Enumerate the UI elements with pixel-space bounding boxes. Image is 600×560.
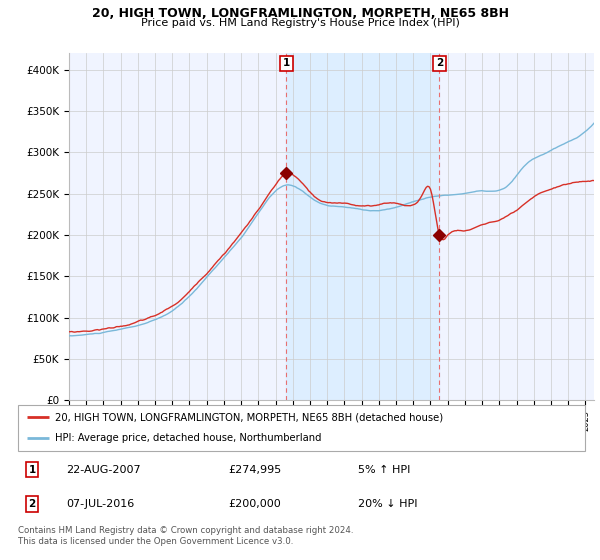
Text: 1: 1 — [29, 465, 36, 475]
Text: 5% ↑ HPI: 5% ↑ HPI — [358, 465, 410, 475]
Text: HPI: Average price, detached house, Northumberland: HPI: Average price, detached house, Nort… — [55, 433, 322, 444]
Text: £274,995: £274,995 — [228, 465, 281, 475]
Text: 1: 1 — [283, 58, 290, 68]
Text: 07-JUL-2016: 07-JUL-2016 — [66, 499, 134, 509]
FancyBboxPatch shape — [18, 405, 585, 451]
Text: 20, HIGH TOWN, LONGFRAMLINGTON, MORPETH, NE65 8BH: 20, HIGH TOWN, LONGFRAMLINGTON, MORPETH,… — [91, 7, 509, 20]
Text: Price paid vs. HM Land Registry's House Price Index (HPI): Price paid vs. HM Land Registry's House … — [140, 18, 460, 28]
Text: 2: 2 — [29, 499, 36, 509]
Text: Contains HM Land Registry data © Crown copyright and database right 2024.
This d: Contains HM Land Registry data © Crown c… — [18, 526, 353, 546]
Bar — [286, 53, 439, 400]
Text: 20% ↓ HPI: 20% ↓ HPI — [358, 499, 418, 509]
Text: 2: 2 — [436, 58, 443, 68]
Text: 22-AUG-2007: 22-AUG-2007 — [66, 465, 141, 475]
Text: £200,000: £200,000 — [228, 499, 281, 509]
Text: 20, HIGH TOWN, LONGFRAMLINGTON, MORPETH, NE65 8BH (detached house): 20, HIGH TOWN, LONGFRAMLINGTON, MORPETH,… — [55, 412, 443, 422]
